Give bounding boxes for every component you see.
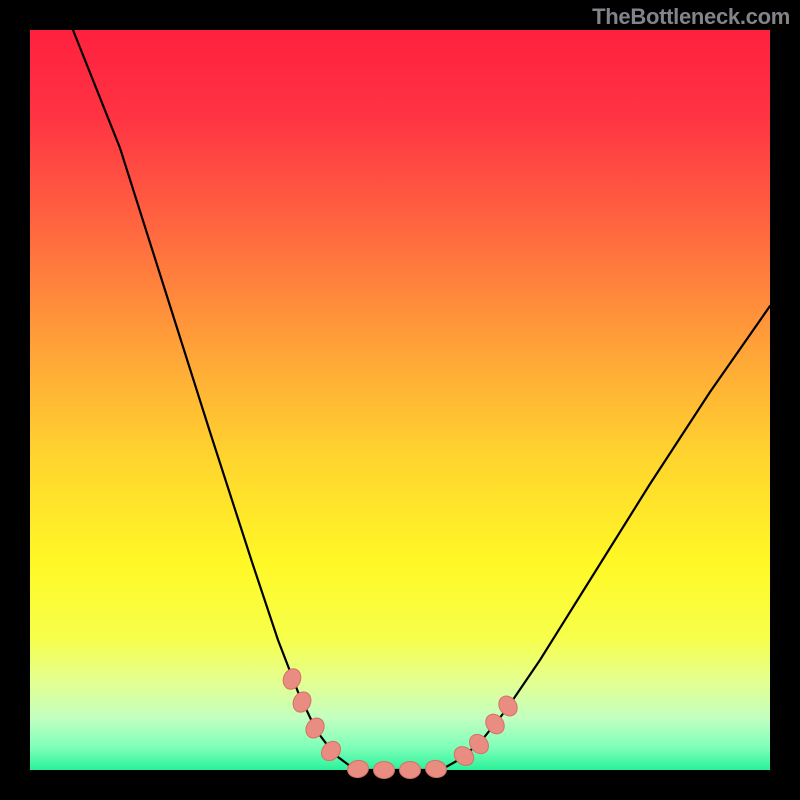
curve-marker	[400, 762, 421, 779]
plot-background	[30, 30, 770, 770]
chart-canvas: TheBottleneck.com	[0, 0, 800, 800]
curve-marker	[374, 762, 395, 779]
bottleneck-chart-svg	[0, 0, 800, 800]
